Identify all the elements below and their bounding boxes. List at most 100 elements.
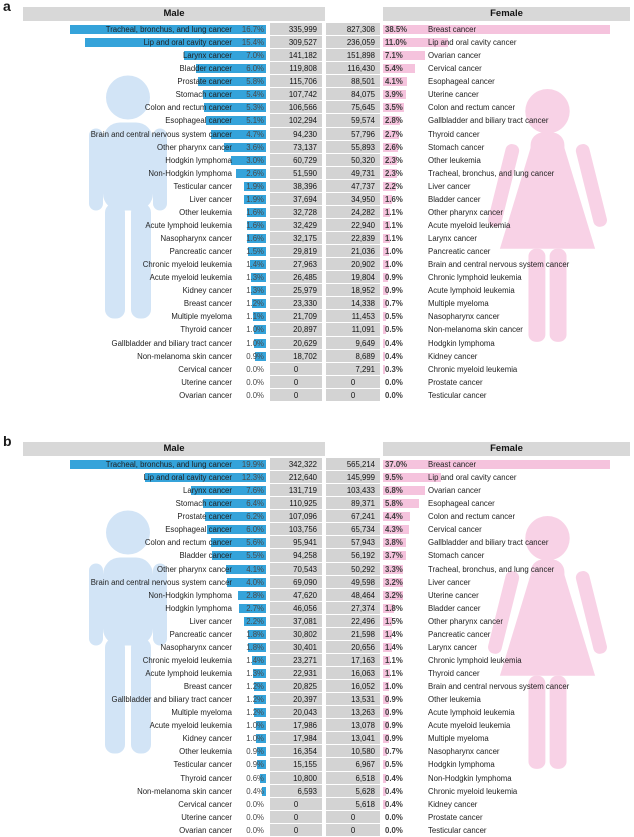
female-percent: 2.7% bbox=[385, 129, 403, 139]
male-cancer-label: Non-melanoma skin cancer bbox=[137, 786, 232, 796]
female-count: 17,163 bbox=[326, 653, 380, 667]
male-bar bbox=[206, 525, 266, 535]
female-count: 236,059 bbox=[326, 36, 380, 50]
table-row: Other leukemia 0.9% 16,354 10,580 0.7% Nasoph… bbox=[0, 745, 634, 759]
female-count: 0 bbox=[326, 375, 380, 389]
female-count: 14,338 bbox=[326, 297, 380, 311]
male-cancer-label: Lip and oral cavity cancer bbox=[143, 38, 232, 48]
table-row: Brain and central nervous system cancer 4… bbox=[0, 575, 634, 589]
female-silhouette-icon bbox=[480, 88, 615, 363]
table-row: Brain and central nervous system cancer 4… bbox=[0, 127, 634, 141]
male-percent: 1.1% bbox=[246, 312, 264, 322]
male-percent: 4.7% bbox=[246, 129, 264, 139]
female-percent: 1.4% bbox=[385, 642, 403, 652]
male-percent: 1.3% bbox=[246, 669, 264, 678]
male-count: 119,808 bbox=[270, 62, 322, 76]
male-cancer-label: Testicular cancer bbox=[173, 181, 233, 191]
male-cancer-label: Nasopharynx cancer bbox=[160, 642, 232, 652]
male-cancer-label: Brain and central nervous system cancer bbox=[90, 577, 232, 587]
male-percent: 0.0% bbox=[246, 377, 264, 387]
male-bar bbox=[70, 25, 266, 34]
female-bar bbox=[383, 351, 386, 361]
male-cancer-label: Acute myeloid leukemia bbox=[149, 721, 232, 731]
table-row: Other leukemia 1.6% 32,728 24,282 1.1% Other … bbox=[0, 205, 634, 219]
female-count: 13,041 bbox=[326, 732, 380, 746]
female-count: 34,950 bbox=[326, 192, 380, 206]
female-count: 145,999 bbox=[326, 471, 380, 485]
female-cancer-label: Stomach cancer bbox=[428, 142, 485, 152]
female-bar bbox=[383, 103, 404, 113]
female-percent: 3.9% bbox=[385, 90, 403, 100]
male-bar bbox=[230, 155, 266, 165]
female-bar bbox=[383, 220, 390, 230]
female-bar bbox=[383, 325, 386, 335]
male-count: 106,566 bbox=[270, 101, 322, 115]
female-count: 8,689 bbox=[326, 349, 380, 363]
table-row: Non-Hodgkin lymphoma 2.8% 47,620 48,464 3.2%… bbox=[0, 588, 634, 602]
male-count: 212,640 bbox=[270, 471, 322, 485]
male-count: 23,271 bbox=[270, 653, 322, 667]
male-cancer-label: Hodgkin lymphoma bbox=[165, 155, 232, 165]
male-percent: 0.6% bbox=[246, 773, 264, 783]
female-count: 11,091 bbox=[326, 323, 380, 337]
female-percent: 6.8% bbox=[385, 486, 403, 496]
female-percent: 2.6% bbox=[385, 142, 403, 152]
female-bar bbox=[383, 655, 390, 665]
female-bar bbox=[383, 551, 406, 561]
female-percent: 0.5% bbox=[385, 760, 403, 770]
female-percent: 0.4% bbox=[385, 799, 403, 809]
female-cancer-label: Nasopharynx cancer bbox=[428, 312, 500, 322]
female-count: 0 bbox=[326, 823, 380, 837]
male-cancer-label: Multiple myeloma bbox=[171, 312, 232, 322]
male-bar bbox=[254, 708, 266, 718]
male-cancer-label: Esophageal cancer bbox=[165, 525, 232, 535]
female-percent: 1.4% bbox=[385, 629, 403, 639]
male-percent: 1.0% bbox=[246, 338, 264, 348]
male-percent: 6.2% bbox=[246, 512, 264, 522]
female-bar bbox=[383, 286, 389, 296]
female-cancer-label: Other pharynx cancer bbox=[428, 616, 503, 626]
male-bar bbox=[247, 220, 266, 230]
female-cancer-label: Acute myeloid leukemia bbox=[428, 220, 511, 230]
female-percent: 1.1% bbox=[385, 655, 403, 665]
male-count: 25,979 bbox=[270, 284, 322, 298]
male-cancer-label: Gallbladder and biliary tract cancer bbox=[111, 338, 232, 348]
female-bar bbox=[383, 247, 389, 257]
panel-b-label: b bbox=[3, 433, 12, 449]
female-count: 50,292 bbox=[326, 562, 380, 576]
female-percent: 1.0% bbox=[385, 260, 403, 270]
female-bar bbox=[383, 538, 407, 548]
male-count: 38,396 bbox=[270, 179, 322, 193]
female-bar bbox=[383, 669, 390, 678]
male-count: 131,719 bbox=[270, 484, 322, 498]
table-row: Hodgkin lymphoma 3.0% 60,729 50,320 2.3% Othe… bbox=[0, 153, 634, 167]
female-bar bbox=[383, 734, 389, 744]
female-percent: 1.8% bbox=[385, 603, 403, 613]
female-percent: 4.1% bbox=[385, 77, 403, 87]
female-count: 27,374 bbox=[326, 601, 380, 615]
female-bar bbox=[383, 51, 425, 61]
male-cancer-label: Cervical cancer bbox=[178, 799, 232, 809]
female-cancer-label: Testicular cancer bbox=[428, 825, 487, 835]
male-percent: 1.5% bbox=[246, 247, 264, 257]
table-row: Ovarian cancer 0.0% 0 0 0.0% Testicular cance… bbox=[0, 823, 634, 837]
female-bar bbox=[383, 155, 397, 165]
male-bar bbox=[262, 786, 266, 796]
female-cancer-label: Kidney cancer bbox=[428, 799, 478, 809]
table-row: Tracheal, bronchus, and lung cancer 19.9%… bbox=[0, 458, 634, 472]
female-count: 6,518 bbox=[326, 771, 380, 785]
table-row: Non-melanoma skin cancer 0.9% 18,702 8,689 0… bbox=[0, 349, 634, 363]
male-percent: 5.6% bbox=[246, 538, 264, 548]
male-percent: 3.0% bbox=[246, 155, 264, 165]
female-count: 49,598 bbox=[326, 575, 380, 589]
table-row: Uterine cancer 0.0% 0 0 0.0% Prostate cancer bbox=[0, 375, 634, 389]
table-row: Lip and oral cavity cancer 15.4% 309,527 23… bbox=[0, 36, 634, 50]
male-count: 141,182 bbox=[270, 49, 322, 63]
table-row: Bladder cancer 6.0% 119,808 116,430 5.4% Cerv… bbox=[0, 62, 634, 76]
female-bar bbox=[383, 364, 385, 374]
female-cancer-label: Other leukemia bbox=[428, 695, 481, 705]
male-bar bbox=[247, 207, 266, 217]
female-cancer-label: Hodgkin lymphoma bbox=[428, 338, 495, 348]
male-cancer-label: Acute lymphoid leukemia bbox=[145, 220, 232, 230]
female-count: 13,078 bbox=[326, 719, 380, 733]
